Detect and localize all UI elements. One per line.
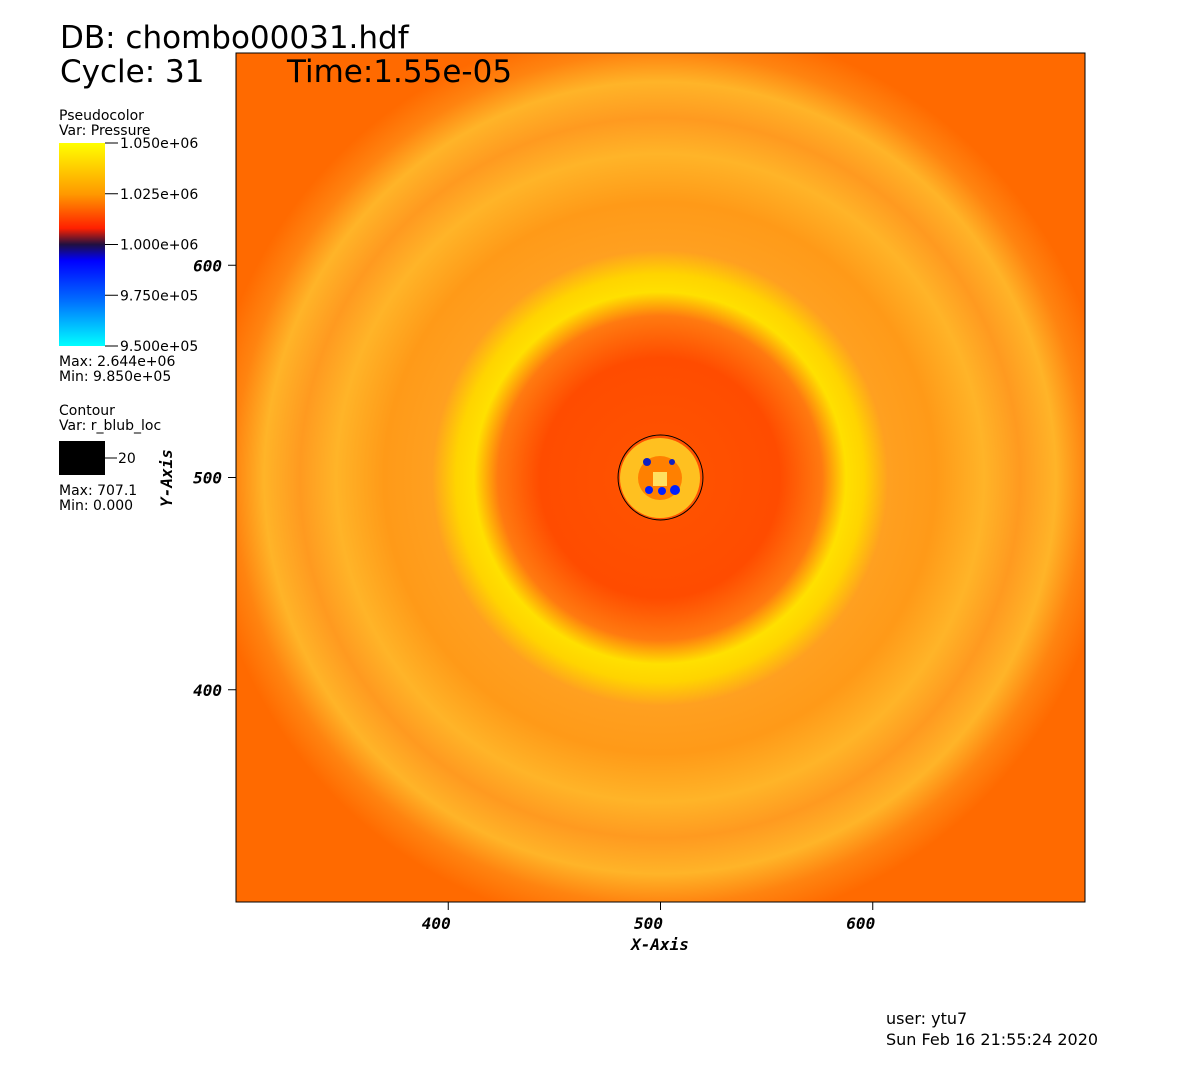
colorbar-tick-label: 9.750e+05 [120, 288, 198, 304]
time: Time:1.55e-05 [286, 54, 512, 90]
blue-spot [669, 459, 675, 465]
colorbar-tick-label: 9.500e+05 [120, 339, 198, 355]
legend-max: Max: 707.1 [59, 483, 137, 499]
contour-line [617, 434, 704, 521]
blue-spot [658, 487, 666, 495]
x-tick-label: 400 [422, 914, 451, 933]
cycle: Cycle: 31 [60, 54, 204, 90]
x-tick-label: 500 [634, 914, 663, 933]
user: user: ytu7 [886, 1009, 967, 1028]
legend-var: Var: Pressure [59, 123, 151, 139]
core-square [653, 472, 667, 486]
colorbar-tick-label: 1.000e+06 [120, 238, 198, 254]
legend-plot: Pseudocolor [59, 108, 144, 124]
x-tick-label: 600 [846, 914, 875, 933]
legend-min: Min: 9.850e+05 [59, 369, 171, 385]
colorbar-tick-label: 1.050e+06 [120, 136, 198, 152]
blue-spot [645, 486, 653, 494]
colorbar [59, 143, 105, 346]
contour-swatch [59, 441, 105, 475]
core [620, 438, 700, 518]
y-tick-label: 400 [193, 681, 222, 700]
legend-max: Max: 2.644e+06 [59, 354, 175, 370]
y-tick-label: 500 [193, 469, 222, 488]
contour-level-label: 20 [118, 451, 136, 467]
legend-plot: Contour [59, 403, 115, 419]
y-axis-label: Y-Axis [157, 449, 176, 507]
db-title: DB: chombo00031.hdf [60, 20, 410, 56]
legend-var: Var: r_blub_loc [59, 418, 161, 434]
y-tick-label: 600 [193, 256, 222, 275]
date: Sun Feb 16 21:55:24 2020 [886, 1030, 1098, 1049]
blue-spot [643, 458, 651, 466]
legend-min: Min: 0.000 [59, 498, 133, 514]
colorbar-tick-label: 1.025e+06 [120, 187, 198, 203]
x-axis-label: X-Axis [629, 935, 689, 954]
blue-spot [670, 485, 680, 495]
